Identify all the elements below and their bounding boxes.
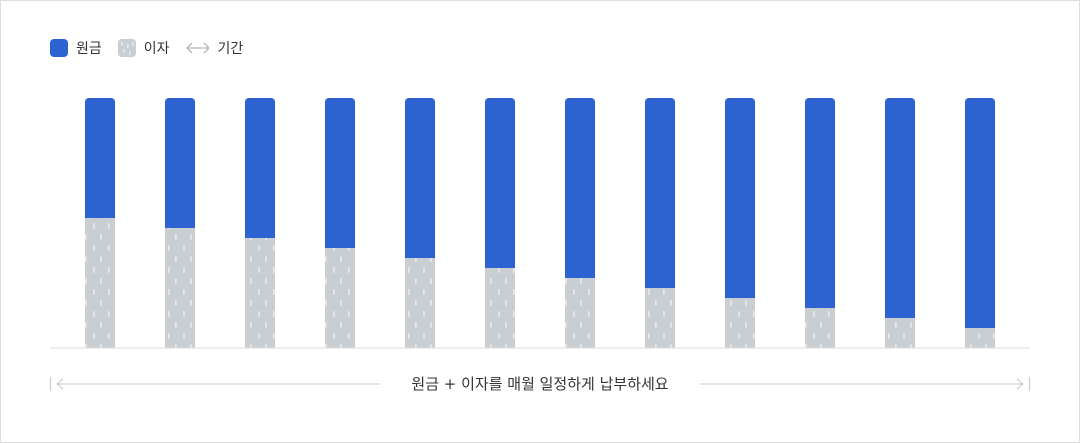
- bar-4: [325, 98, 355, 348]
- legend-swatch-interest: [117, 39, 136, 57]
- bar-1: [85, 98, 115, 348]
- legend-label-interest: 이자: [143, 41, 170, 57]
- bar-interest-segment: [405, 258, 435, 348]
- bar-3: [245, 98, 275, 348]
- legend-label-period: 기간: [217, 41, 244, 57]
- bar-6: [485, 98, 515, 348]
- bar-interest-segment: [245, 238, 275, 348]
- bar-principal-segment: [725, 98, 755, 348]
- bar-principal-segment: [805, 98, 835, 348]
- bar-7: [565, 98, 595, 348]
- bar-interest-segment: [485, 268, 515, 348]
- bar-10: [805, 98, 835, 348]
- legend-item-principal: 원금: [50, 38, 102, 58]
- bar-interest-segment: [885, 318, 915, 348]
- bar-principal-segment: [885, 98, 915, 348]
- bar-8: [645, 98, 675, 348]
- bar-2: [165, 98, 195, 348]
- interest-pattern-icon: [120, 42, 134, 55]
- bar-12: [965, 98, 995, 348]
- legend: 원금 이자 기간: [50, 38, 243, 58]
- bar-principal-segment: [965, 98, 995, 348]
- bar-interest-segment: [805, 308, 835, 348]
- bar-5: [405, 98, 435, 348]
- legend-item-interest: 이자: [117, 38, 170, 58]
- legend-item-period: 기간: [186, 38, 244, 58]
- bar-interest-segment: [965, 328, 995, 348]
- legend-label-principal: 원금: [76, 41, 102, 57]
- bar-9: [725, 98, 755, 348]
- bar-principal-segment: [645, 98, 675, 348]
- period-arrow-left-head: [56, 378, 64, 390]
- bar-interest-segment: [325, 248, 355, 348]
- bar-interest-segment: [85, 218, 115, 348]
- double-arrow-icon: [186, 42, 209, 54]
- legend-swatch-principal: [50, 39, 68, 57]
- bar-interest-segment: [725, 298, 755, 348]
- bars-group: [85, 98, 995, 348]
- bar-interest-segment: [165, 228, 195, 348]
- period-arrow-right-head: [1016, 378, 1024, 390]
- bar-interest-segment: [565, 278, 595, 348]
- chart-caption: 원금 + 이자를 매월 일정하게 납부하세요: [0, 372, 1080, 396]
- period-arrow: [50, 377, 1030, 391]
- caption-text: 원금 + 이자를 매월 일정하게 납부하세요: [403, 375, 677, 393]
- bar-11: [885, 98, 915, 348]
- bar-interest-segment: [645, 288, 675, 348]
